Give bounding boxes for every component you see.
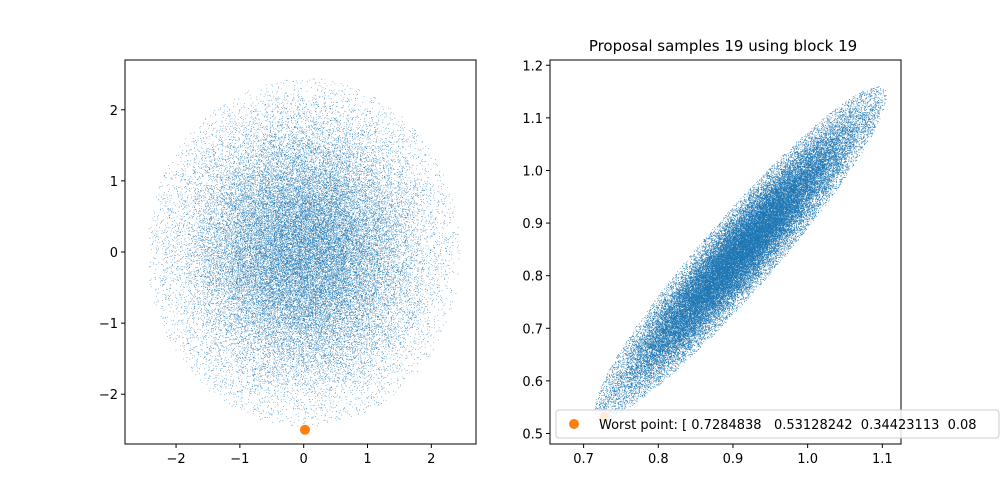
x-tick-label: 0.7	[573, 452, 594, 467]
y-tick-label: 1	[110, 175, 118, 190]
x-tick-label: 1.0	[797, 452, 818, 467]
y-tick-label: 0.7	[522, 322, 543, 337]
legend-label: Worst point: [ 0.7284838 0.53128242 0.34…	[599, 418, 977, 433]
x-tick-label: 0.9	[723, 452, 744, 467]
x-tick-label: 2	[427, 452, 435, 467]
y-tick-label: 0.6	[522, 375, 543, 390]
right-sample-cloud	[550, 60, 901, 444]
y-tick-label: 0	[110, 246, 118, 261]
x-tick-label: −1	[230, 452, 249, 467]
legend-marker-icon	[569, 419, 579, 429]
x-tick-label: 0	[300, 452, 308, 467]
x-tick-label: 1.1	[872, 452, 893, 467]
y-tick-label: 1.1	[522, 112, 543, 127]
right-plot-title: Proposal samples 19 using block 19	[589, 37, 857, 55]
worst-point-marker	[299, 424, 310, 435]
y-tick-label: 1.2	[522, 59, 543, 74]
legend-box	[555, 409, 1000, 439]
right-plot: Proposal samples 19 using block 19 0.7 0.…	[522, 37, 1000, 467]
y-tick-label: −2	[99, 388, 118, 403]
x-tick-label: 1	[363, 452, 371, 467]
left-plot: −2 −1 0 1 2 −2 −1 0 1 2	[99, 59, 477, 467]
y-tick-label: 0.9	[522, 217, 543, 232]
right-y-axis: 0.5 0.6 0.7 0.8 0.9 1.0 1.1 1.2	[522, 59, 550, 442]
y-tick-label: −1	[99, 317, 118, 332]
left-x-axis: −2 −1 0 1 2	[166, 444, 435, 467]
right-legend: Worst point: [ 0.7284838 0.53128242 0.34…	[555, 409, 1000, 439]
y-tick-label: 1.0	[522, 164, 543, 179]
right-axes-frame	[549, 59, 902, 445]
right-x-axis: 0.7 0.8 0.9 1.0 1.1	[573, 444, 893, 467]
y-tick-label: 0.5	[522, 427, 543, 442]
y-tick-label: 0.8	[522, 270, 543, 285]
left-worst-point-layer	[299, 424, 310, 435]
left-sample-cloud	[125, 60, 476, 444]
x-tick-label: 0.8	[648, 452, 669, 467]
left-y-axis: −2 −1 0 1 2	[99, 104, 125, 403]
x-tick-label: −2	[166, 452, 185, 467]
y-tick-label: 2	[110, 104, 118, 119]
